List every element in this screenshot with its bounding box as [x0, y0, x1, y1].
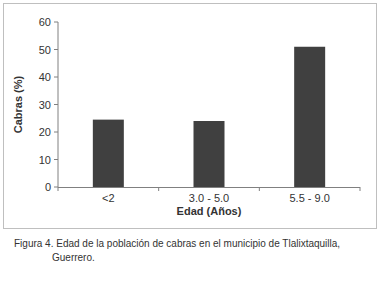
y-tick: [54, 22, 58, 23]
y-tick: [54, 132, 58, 133]
x-tick-label: <2: [102, 192, 115, 204]
caption: Figura 4. Edad de la población de cabras…: [14, 238, 340, 263]
x-tick: [58, 187, 59, 191]
chart-frame: [4, 4, 377, 229]
x-tick-label: 5.5 - 9.0: [289, 192, 329, 204]
y-tick: [54, 159, 58, 160]
y-tick-label: 40: [39, 71, 51, 83]
caption-line: Guerrero.: [52, 252, 95, 263]
y-tick-label: 0: [45, 181, 51, 193]
y-tick-label: 60: [39, 16, 51, 28]
x-tick: [360, 187, 361, 191]
y-tick-label: 10: [39, 154, 51, 166]
x-axis: [58, 187, 360, 188]
bar: [194, 121, 225, 187]
bar: [93, 120, 124, 187]
x-tick-label: 3.0 - 5.0: [189, 192, 229, 204]
caption-line: Figura 4. Edad de la población de cabras…: [14, 238, 340, 249]
x-tick: [158, 187, 159, 191]
chart-container: 0 10 20 30 40 50 60 <2 3.0 - 5.0 5.5 - 9.0 Edad (A…: [0, 0, 380, 293]
y-tick: [54, 187, 58, 188]
bars: [93, 47, 325, 187]
y-tick: [54, 77, 58, 78]
y-tick-label: 20: [39, 126, 51, 138]
y-tick: [54, 49, 58, 50]
bar: [294, 47, 325, 187]
y-axis-label: Cabras (%): [12, 75, 24, 133]
chart-svg: 0 10 20 30 40 50 60 <2 3.0 - 5.0 5.5 - 9.0 Edad (A…: [0, 0, 380, 293]
x-tick: [259, 187, 260, 191]
x-axis-label: Edad (Años): [177, 205, 242, 217]
y-tick-label: 50: [39, 44, 51, 56]
y-tick: [54, 104, 58, 105]
y-tick-label: 30: [39, 99, 51, 111]
